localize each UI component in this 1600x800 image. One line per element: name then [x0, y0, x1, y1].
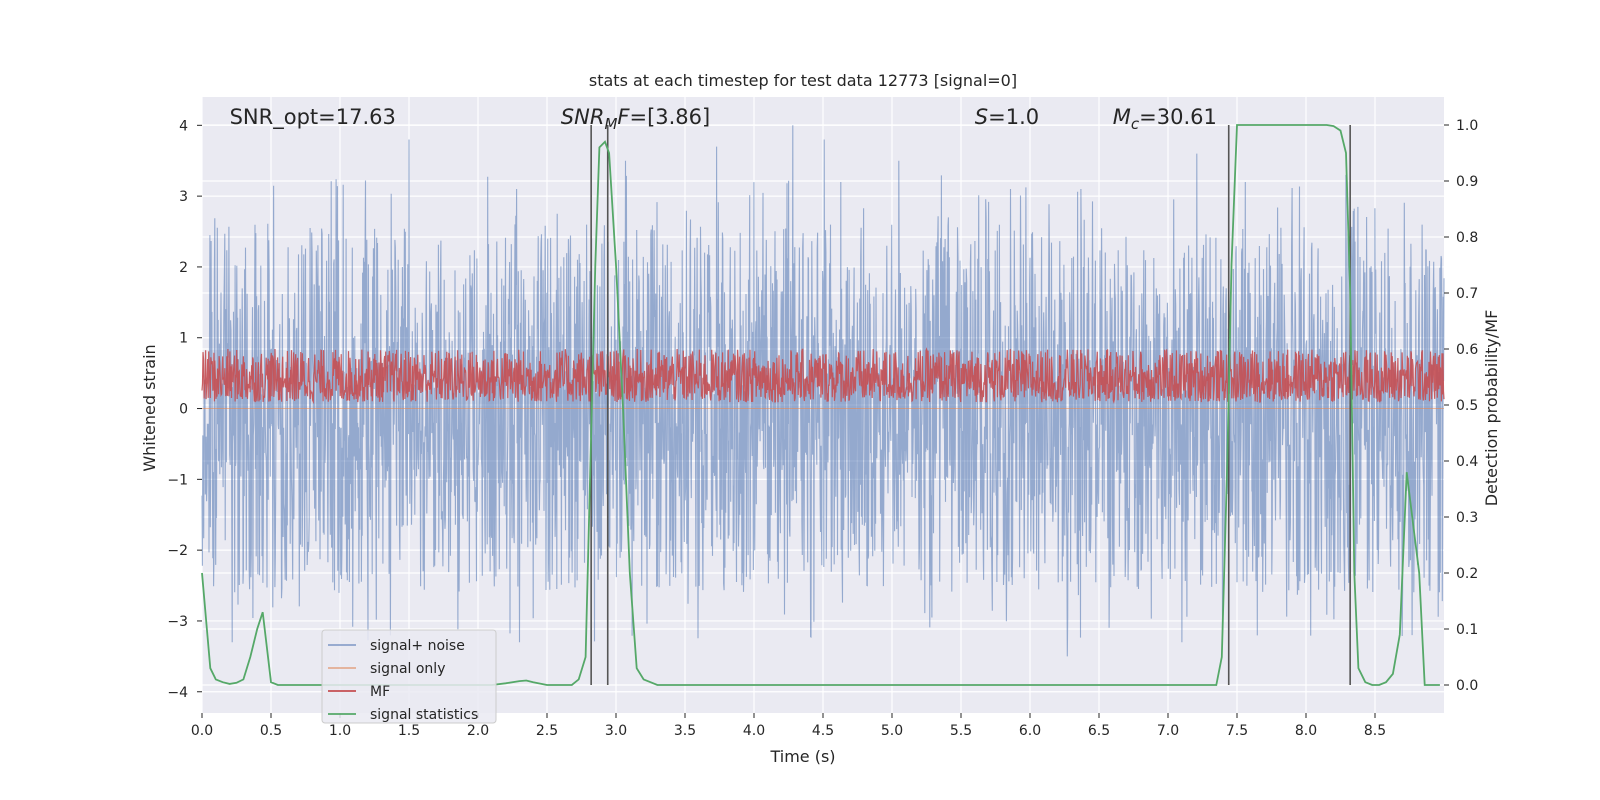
legend: signal+ noise signal only MF signal statist…: [321, 629, 497, 724]
x-tick-label: 2.5: [536, 723, 558, 739]
y-right-tick-label: 0.4: [1456, 454, 1478, 470]
y-tick-label: 0: [179, 402, 188, 418]
signal-statistics-line: [201, 124, 1440, 686]
y-tick-label: 2: [179, 260, 188, 276]
x-tick-label: 5.0: [881, 723, 903, 739]
annotations: SNR_opt=17.63 SNRMF=[3.86] S=1.0 Mc=30.61: [230, 105, 1217, 133]
y-tick-label: −4: [167, 685, 188, 701]
y-right-tick-label: 0.3: [1456, 510, 1478, 526]
annotation-snr-opt: SNR_opt=17.63: [230, 105, 396, 130]
y-right-tick-label: 0.5: [1456, 398, 1478, 414]
y-right-tick-label: 0.6: [1456, 342, 1478, 358]
x-axis: 0.0 0.5 1.0 1.5 2.0 2.5 3.0 3.5 4.0 4.5 5.0 5.5 6.0 6…: [191, 713, 1386, 739]
x-tick-label: 6.0: [1019, 723, 1041, 739]
legend-label: MF: [370, 684, 390, 700]
y-tick-label: −1: [167, 472, 188, 488]
x-tick-label: 2.0: [467, 723, 489, 739]
y-right-tick-label: 0.1: [1456, 622, 1478, 638]
x-tick-label: 4.5: [812, 723, 834, 739]
y-tick-label: −3: [167, 614, 188, 630]
annotation-s-val: S=1.0: [975, 105, 1039, 129]
y-axis-label: Whitened strain: [140, 344, 159, 471]
y-right-tick-label: 0.2: [1456, 566, 1478, 582]
x-axis-label: Time (s): [769, 747, 835, 766]
y-right-tick-label: 0.9: [1456, 174, 1478, 190]
x-tick-label: 5.5: [950, 723, 972, 739]
annotation-mc-val: Mc=30.61: [1113, 105, 1217, 133]
x-tick-label: 1.0: [329, 723, 351, 739]
y-tick-label: 1: [179, 331, 188, 347]
x-tick-label: 0.0: [191, 723, 213, 739]
y-right-tick-label: 1.0: [1456, 118, 1478, 134]
annotation-snr-mf: SNRMF=[3.86]: [561, 105, 710, 133]
x-tick-label: 8.5: [1364, 723, 1386, 739]
x-tick-label: 7.5: [1226, 723, 1248, 739]
legend-box: [321, 629, 497, 724]
y-tick-label: 4: [179, 118, 188, 134]
y-right-tick-label: 0.7: [1456, 286, 1478, 302]
x-tick-label: 8.0: [1295, 723, 1317, 739]
y-right-tick-label: 0.0: [1456, 678, 1478, 694]
x-tick-label: 1.5: [398, 723, 420, 739]
mf-line: [201, 347, 1445, 405]
legend-label: signal statistics: [370, 707, 478, 723]
x-tick-label: 3.5: [674, 723, 696, 739]
y-tick-label: 3: [179, 189, 188, 205]
x-tick-label: 6.5: [1088, 723, 1110, 739]
legend-label: signal+ noise: [370, 638, 465, 654]
legend-label: signal only: [370, 661, 445, 677]
x-tick-label: 4.0: [743, 723, 765, 739]
y-axis-left: −4 −3 −2 −1 0 1 2 3 4: [167, 118, 202, 701]
x-tick-label: 7.0: [1157, 723, 1179, 739]
y-axis-right: 0.0 0.1 0.2 0.3 0.4 0.5 0.6 0.7 0.8 0.9 1.0: [1444, 118, 1478, 694]
signal-statistics-series: [201, 124, 1440, 686]
y-tick-label: −2: [167, 543, 188, 559]
signal-plus-noise-line: [201, 125, 1445, 657]
y-axis-right-label: Detection probability/MF: [1482, 310, 1501, 507]
mf-series: [201, 347, 1445, 405]
x-tick-label: 3.0: [605, 723, 627, 739]
chart-title: stats at each timestep for test data 127…: [589, 71, 1017, 90]
y-right-tick-label: 0.8: [1456, 230, 1478, 246]
noise-series: [201, 125, 1445, 657]
x-tick-label: 0.5: [260, 723, 282, 739]
